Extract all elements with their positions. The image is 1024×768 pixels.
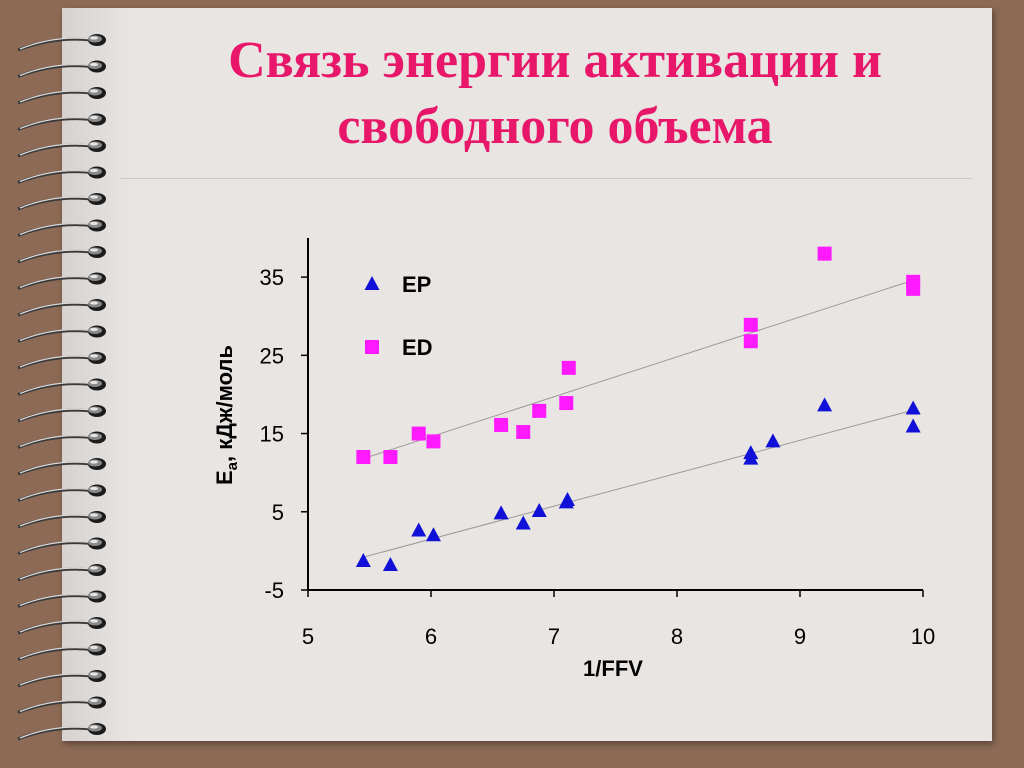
binding-ring bbox=[17, 219, 106, 237]
binding-ring bbox=[17, 458, 106, 476]
y-tick-label: 5 bbox=[272, 500, 284, 525]
y-axis-title-sub: a bbox=[224, 461, 241, 470]
binding-ring bbox=[17, 34, 106, 52]
x-tick-label: 8 bbox=[671, 624, 683, 649]
x-tick-label: 9 bbox=[794, 624, 806, 649]
binding-ring bbox=[17, 166, 106, 184]
data-points bbox=[355, 246, 921, 571]
point-ed bbox=[426, 434, 441, 449]
legend-item-ep: EP bbox=[364, 272, 431, 297]
trend-line-ed bbox=[363, 279, 914, 460]
x-tick-label: 7 bbox=[548, 624, 560, 649]
point-ed bbox=[411, 426, 426, 441]
legend-item-ed: ED bbox=[365, 335, 433, 360]
point-ep bbox=[382, 556, 398, 571]
binding-ring bbox=[17, 643, 106, 661]
point-ep bbox=[905, 400, 921, 415]
y-axis-title-rest: , кДж/моль bbox=[212, 345, 237, 462]
point-ed bbox=[559, 396, 574, 411]
binding-ring bbox=[17, 140, 106, 158]
point-ep bbox=[425, 527, 441, 542]
legend-label-ed: ED bbox=[402, 335, 433, 360]
y-tick-label: 15 bbox=[260, 422, 284, 447]
point-ep bbox=[531, 502, 547, 517]
title-line-2: свободного объема bbox=[337, 98, 773, 155]
point-ep bbox=[515, 515, 531, 530]
point-ed bbox=[743, 317, 758, 332]
point-ep bbox=[355, 553, 371, 568]
point-ed bbox=[494, 417, 509, 432]
y-tick-label: 25 bbox=[260, 343, 284, 368]
binding-ring bbox=[17, 87, 106, 105]
point-ep bbox=[905, 418, 921, 433]
binding-ring bbox=[17, 431, 106, 449]
binding-ring bbox=[17, 352, 106, 370]
binding-ring bbox=[17, 537, 106, 555]
binding-ring bbox=[17, 325, 106, 343]
binding-ring bbox=[17, 113, 106, 131]
point-ed bbox=[817, 246, 832, 261]
point-ed bbox=[906, 281, 921, 296]
point-ep bbox=[817, 397, 833, 412]
x-tick-label: 5 bbox=[302, 624, 314, 649]
trend-lines bbox=[363, 279, 914, 558]
binding-ring bbox=[17, 405, 106, 423]
point-ed bbox=[743, 334, 758, 349]
point-ep bbox=[560, 492, 576, 507]
binding-ring bbox=[17, 484, 106, 502]
binding-ring bbox=[17, 723, 106, 741]
slide-title: Связь энергии активации и свободного объ… bbox=[120, 28, 990, 160]
point-ed bbox=[561, 360, 576, 375]
binding-ring bbox=[17, 299, 106, 317]
y-tick-label: -5 bbox=[264, 578, 284, 603]
legend-marker-ed bbox=[365, 340, 379, 354]
point-ed bbox=[383, 450, 398, 465]
point-ep bbox=[493, 505, 509, 520]
y-tick-label: 35 bbox=[260, 265, 284, 290]
point-ep bbox=[765, 433, 781, 448]
x-tick-label: 6 bbox=[425, 624, 437, 649]
binding-ring bbox=[17, 246, 106, 264]
binding-ring bbox=[17, 590, 106, 608]
title-line-1: Связь энергии активации и bbox=[228, 32, 882, 89]
binding-ring bbox=[17, 564, 106, 582]
binding-ring bbox=[17, 272, 106, 290]
y-axis-title: Ea, кДж/моль bbox=[212, 345, 241, 485]
axes: 5 6 7 8 9 10 -5 5 15 25 35 bbox=[260, 238, 935, 649]
x-axis-title: 1/FFV bbox=[583, 656, 643, 681]
binding-ring bbox=[17, 617, 106, 635]
x-tick-label: 10 bbox=[911, 624, 935, 649]
spiral-binding bbox=[17, 34, 106, 741]
binding-ring bbox=[17, 670, 106, 688]
slide-paper bbox=[62, 8, 992, 741]
y-axis-title-main: E bbox=[212, 470, 237, 485]
legend: EP ED bbox=[364, 272, 433, 360]
binding-ring bbox=[17, 193, 106, 211]
point-ed bbox=[516, 424, 531, 439]
trend-line-ep bbox=[363, 409, 914, 558]
binding-ring bbox=[17, 60, 106, 78]
title-divider bbox=[120, 178, 972, 179]
legend-label-ep: EP bbox=[402, 272, 431, 297]
point-ep bbox=[743, 450, 759, 465]
binding-ring bbox=[17, 511, 106, 529]
point-ed bbox=[532, 403, 547, 418]
binding-ring bbox=[17, 378, 106, 396]
point-ed bbox=[356, 450, 371, 465]
legend-marker-ep bbox=[364, 276, 380, 290]
binding-ring bbox=[17, 696, 106, 714]
point-ep bbox=[411, 522, 427, 537]
